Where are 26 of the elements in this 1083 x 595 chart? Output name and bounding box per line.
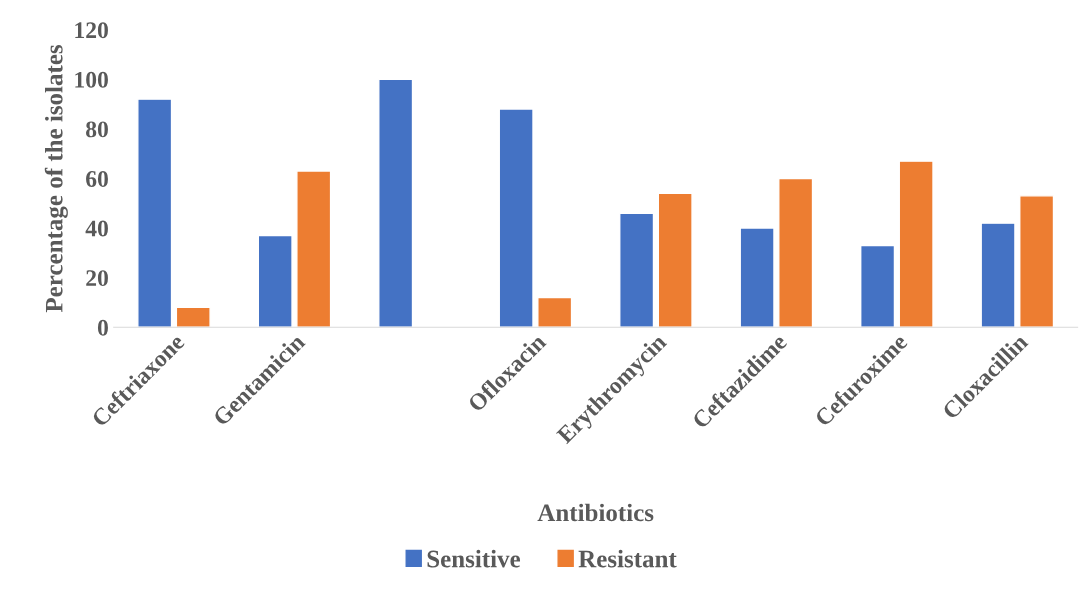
bar xyxy=(498,108,534,328)
bar xyxy=(1019,195,1055,328)
y-tick-label: 60 xyxy=(86,170,108,187)
bar xyxy=(296,170,332,328)
bar xyxy=(378,78,414,328)
bar xyxy=(980,222,1016,328)
bar xyxy=(137,98,173,328)
y-tick-label: 0 xyxy=(97,319,108,336)
bar xyxy=(619,212,655,328)
bar xyxy=(537,296,573,328)
y-axis-title: Percentage of the isolates xyxy=(44,45,68,313)
legend-label: Sensitive xyxy=(427,549,521,568)
y-tick-label: 80 xyxy=(86,121,108,138)
bar xyxy=(257,234,293,328)
bar xyxy=(657,192,693,328)
x-axis-title: Antibiotics xyxy=(537,503,654,522)
bar xyxy=(860,244,896,328)
y-tick-label: 100 xyxy=(75,71,108,88)
y-tick-label: 20 xyxy=(86,270,108,287)
bar xyxy=(778,177,814,328)
bar xyxy=(175,306,211,328)
bar xyxy=(739,227,775,328)
legend-label: Resistant xyxy=(578,549,677,568)
y-tick-label: 40 xyxy=(85,220,108,237)
y-tick-label: 120 xyxy=(75,22,108,39)
bar xyxy=(898,160,934,328)
